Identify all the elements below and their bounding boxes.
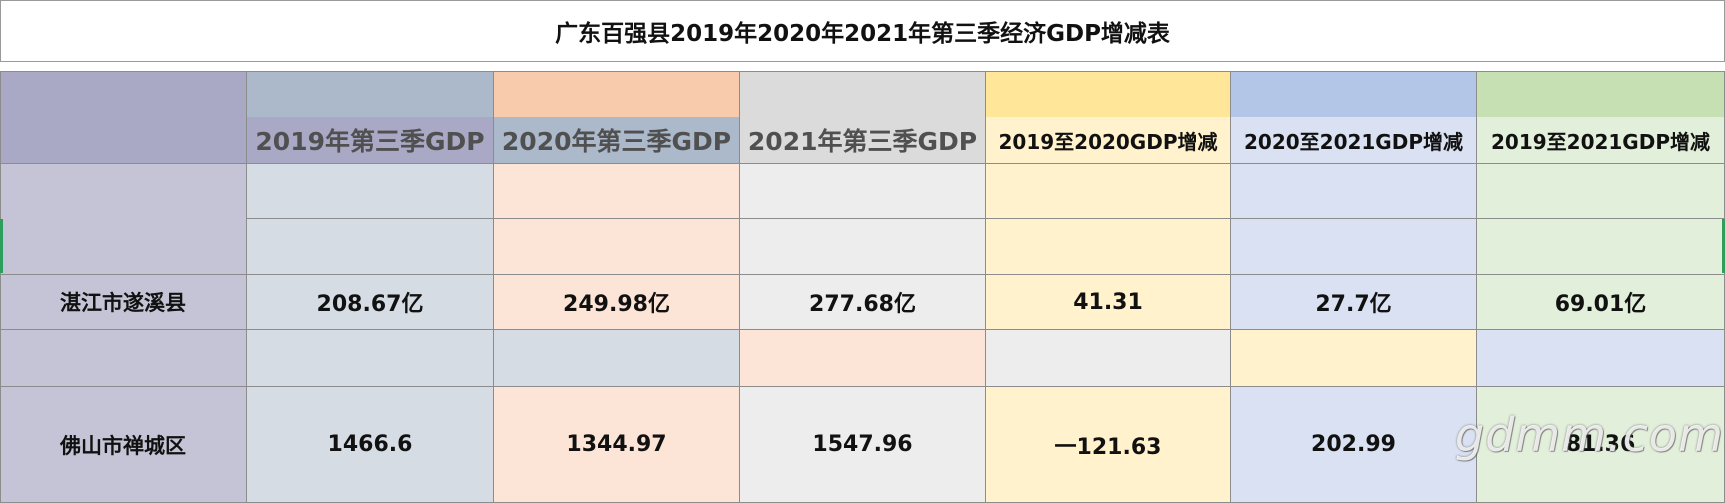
header-top-fill xyxy=(494,71,740,117)
empty-cell[interactable] xyxy=(494,219,740,275)
empty-cell[interactable] xyxy=(1477,219,1725,275)
header-top-fill xyxy=(740,71,986,117)
selection-edge-left xyxy=(0,219,3,273)
value-cell[interactable]: 249.98亿 xyxy=(494,275,740,330)
value-cell[interactable]: 27.7亿 xyxy=(1231,275,1477,330)
watermark-logo: gdmm.com xyxy=(1455,408,1724,462)
empty-cell[interactable] xyxy=(986,330,1231,387)
value-cell[interactable]: 1344.97 xyxy=(494,387,740,503)
header-2020-2021-change[interactable]: 2020至2021GDP增减 xyxy=(1231,117,1477,164)
header-top-fill xyxy=(247,71,494,117)
empty-cell[interactable] xyxy=(740,164,986,219)
empty-cell[interactable] xyxy=(494,164,740,219)
empty-cell[interactable] xyxy=(247,219,494,275)
empty-cell[interactable] xyxy=(1231,219,1477,275)
header-2021-q3-gdp[interactable]: 2021年第三季GDP xyxy=(740,117,986,164)
empty-cell[interactable] xyxy=(494,330,740,387)
row-label-chancheng[interactable]: 佛山市禅城区 xyxy=(0,387,247,503)
corner-header-cell[interactable] xyxy=(0,71,247,164)
value-cell[interactable]: 69.01亿 xyxy=(1477,275,1725,330)
empty-cell[interactable] xyxy=(247,330,494,387)
spacer xyxy=(0,62,1725,71)
value-cell[interactable]: 81.36 xyxy=(1477,387,1725,503)
header-2020-q3-gdp[interactable]: 2020年第三季GDP xyxy=(494,117,740,164)
value-cell[interactable]: 202.99 xyxy=(1231,387,1477,503)
empty-cell[interactable] xyxy=(1477,164,1725,219)
value-cell[interactable]: 208.67亿 xyxy=(247,275,494,330)
row-label-empty[interactable] xyxy=(0,164,247,275)
empty-cell[interactable] xyxy=(247,164,494,219)
row-label-suixi[interactable]: 湛江市遂溪县 xyxy=(0,275,247,330)
table-title: 广东百强县2019年2020年2021年第三季经济GDP增减表 xyxy=(0,0,1725,62)
value-cell[interactable]: 1466.6 xyxy=(247,387,494,503)
header-2019-2020-change[interactable]: 2019至2020GDP增减 xyxy=(986,117,1231,164)
value-cell[interactable]: 一121.63 xyxy=(986,387,1231,503)
empty-cell[interactable] xyxy=(986,219,1231,275)
value-cell[interactable]: 1547.96 xyxy=(740,387,986,503)
header-top-fill xyxy=(986,71,1231,117)
value-cell[interactable]: 277.68亿 xyxy=(740,275,986,330)
header-top-fill xyxy=(1231,71,1477,117)
empty-cell[interactable] xyxy=(1231,330,1477,387)
empty-cell[interactable] xyxy=(986,164,1231,219)
empty-cell[interactable] xyxy=(1231,164,1477,219)
empty-cell[interactable] xyxy=(740,219,986,275)
empty-cell[interactable] xyxy=(740,330,986,387)
header-2019-q3-gdp[interactable]: 2019年第三季GDP xyxy=(247,117,494,164)
header-2019-2021-change[interactable]: 2019至2021GDP增减 xyxy=(1477,117,1725,164)
value-cell[interactable]: 41.31 xyxy=(986,275,1231,330)
selection-edge-right xyxy=(1722,219,1725,273)
row-label-empty[interactable] xyxy=(0,330,247,387)
header-top-fill xyxy=(1477,71,1725,117)
empty-cell[interactable] xyxy=(1477,330,1725,387)
